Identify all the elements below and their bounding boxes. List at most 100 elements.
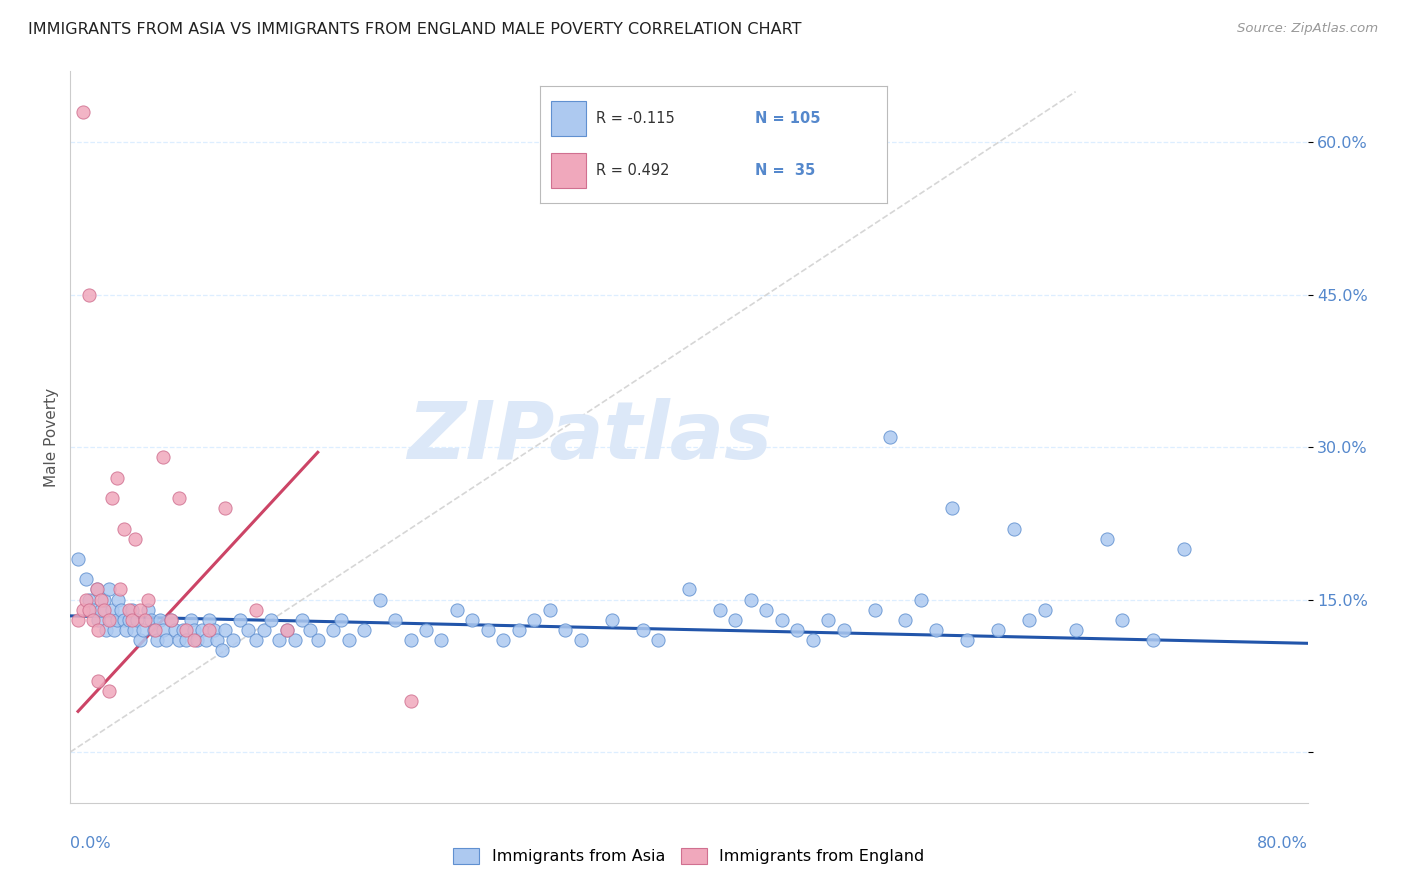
Point <box>110 603 132 617</box>
Point <box>195 633 218 648</box>
Point <box>75 572 97 586</box>
Point <box>1111 613 1133 627</box>
Point <box>740 592 762 607</box>
Point <box>98 582 120 597</box>
Point <box>108 582 131 597</box>
Point <box>165 623 187 637</box>
Point <box>87 623 110 637</box>
Point <box>276 623 298 637</box>
Point <box>136 592 159 607</box>
Legend: Immigrants from Asia, Immigrants from England: Immigrants from Asia, Immigrants from En… <box>453 848 925 864</box>
Point <box>322 623 344 637</box>
Point <box>415 623 437 637</box>
Point <box>174 623 197 637</box>
Point <box>647 633 669 648</box>
Point <box>399 633 422 648</box>
Point <box>167 491 190 505</box>
Point <box>146 633 169 648</box>
Point <box>554 623 576 637</box>
Point <box>129 633 152 648</box>
Point <box>1142 633 1164 648</box>
Point <box>817 613 839 627</box>
Point <box>910 592 932 607</box>
Point <box>291 613 314 627</box>
Point <box>198 613 221 627</box>
Point <box>299 623 322 637</box>
Point <box>72 105 94 120</box>
Point <box>786 623 808 637</box>
Point <box>207 633 229 648</box>
Point <box>863 603 886 617</box>
Point <box>307 633 329 648</box>
Point <box>172 623 194 637</box>
Text: IMMIGRANTS FROM ASIA VS IMMIGRANTS FROM ENGLAND MALE POVERTY CORRELATION CHART: IMMIGRANTS FROM ASIA VS IMMIGRANTS FROM … <box>28 22 801 37</box>
Point <box>121 603 143 617</box>
Point <box>105 613 128 627</box>
Point <box>121 613 143 627</box>
Point <box>925 623 948 637</box>
Point <box>229 613 252 627</box>
Point <box>174 633 197 648</box>
Point <box>211 643 233 657</box>
Point <box>186 633 208 648</box>
Point <box>145 623 166 637</box>
Point <box>198 623 221 637</box>
Point <box>101 491 124 505</box>
Y-axis label: Male Poverty: Male Poverty <box>44 387 59 487</box>
Point <box>941 501 963 516</box>
Point <box>139 613 162 627</box>
Point <box>337 633 360 648</box>
Point <box>183 623 205 637</box>
Point <box>569 633 592 648</box>
Point <box>86 582 108 597</box>
Point <box>67 552 90 566</box>
Point <box>492 633 515 648</box>
Point <box>67 613 90 627</box>
Point <box>1095 532 1118 546</box>
Point <box>987 623 1010 637</box>
Point <box>222 633 245 648</box>
Point <box>167 633 190 648</box>
Text: 80.0%: 80.0% <box>1257 836 1308 851</box>
Point <box>87 613 110 627</box>
Point <box>82 613 105 627</box>
Point <box>832 623 855 637</box>
Point <box>600 613 623 627</box>
Point <box>152 450 174 465</box>
Point <box>90 603 112 617</box>
Point <box>801 633 824 648</box>
Point <box>477 623 499 637</box>
Point <box>446 603 468 617</box>
Point <box>180 613 202 627</box>
Point <box>770 613 793 627</box>
Point <box>183 633 205 648</box>
Point <box>202 623 225 637</box>
Text: ZIPatlas: ZIPatlas <box>408 398 772 476</box>
Point <box>125 613 148 627</box>
Point <box>678 582 700 597</box>
Point <box>75 592 97 607</box>
Point <box>724 613 747 627</box>
Point <box>118 603 141 617</box>
Point <box>87 673 110 688</box>
Point <box>430 633 453 648</box>
Point <box>253 623 276 637</box>
Point <box>114 613 135 627</box>
Point <box>631 623 654 637</box>
Point <box>142 623 165 637</box>
Point <box>98 613 120 627</box>
Point <box>118 613 141 627</box>
Point <box>149 613 172 627</box>
Point <box>101 603 124 617</box>
Point <box>129 603 152 617</box>
Point <box>152 623 174 637</box>
Point <box>894 613 917 627</box>
Point <box>523 613 546 627</box>
Point <box>107 592 129 607</box>
Point <box>82 603 105 617</box>
Point <box>93 592 115 607</box>
Point <box>238 623 260 637</box>
Point <box>353 623 375 637</box>
Point <box>260 613 283 627</box>
Point <box>94 623 117 637</box>
